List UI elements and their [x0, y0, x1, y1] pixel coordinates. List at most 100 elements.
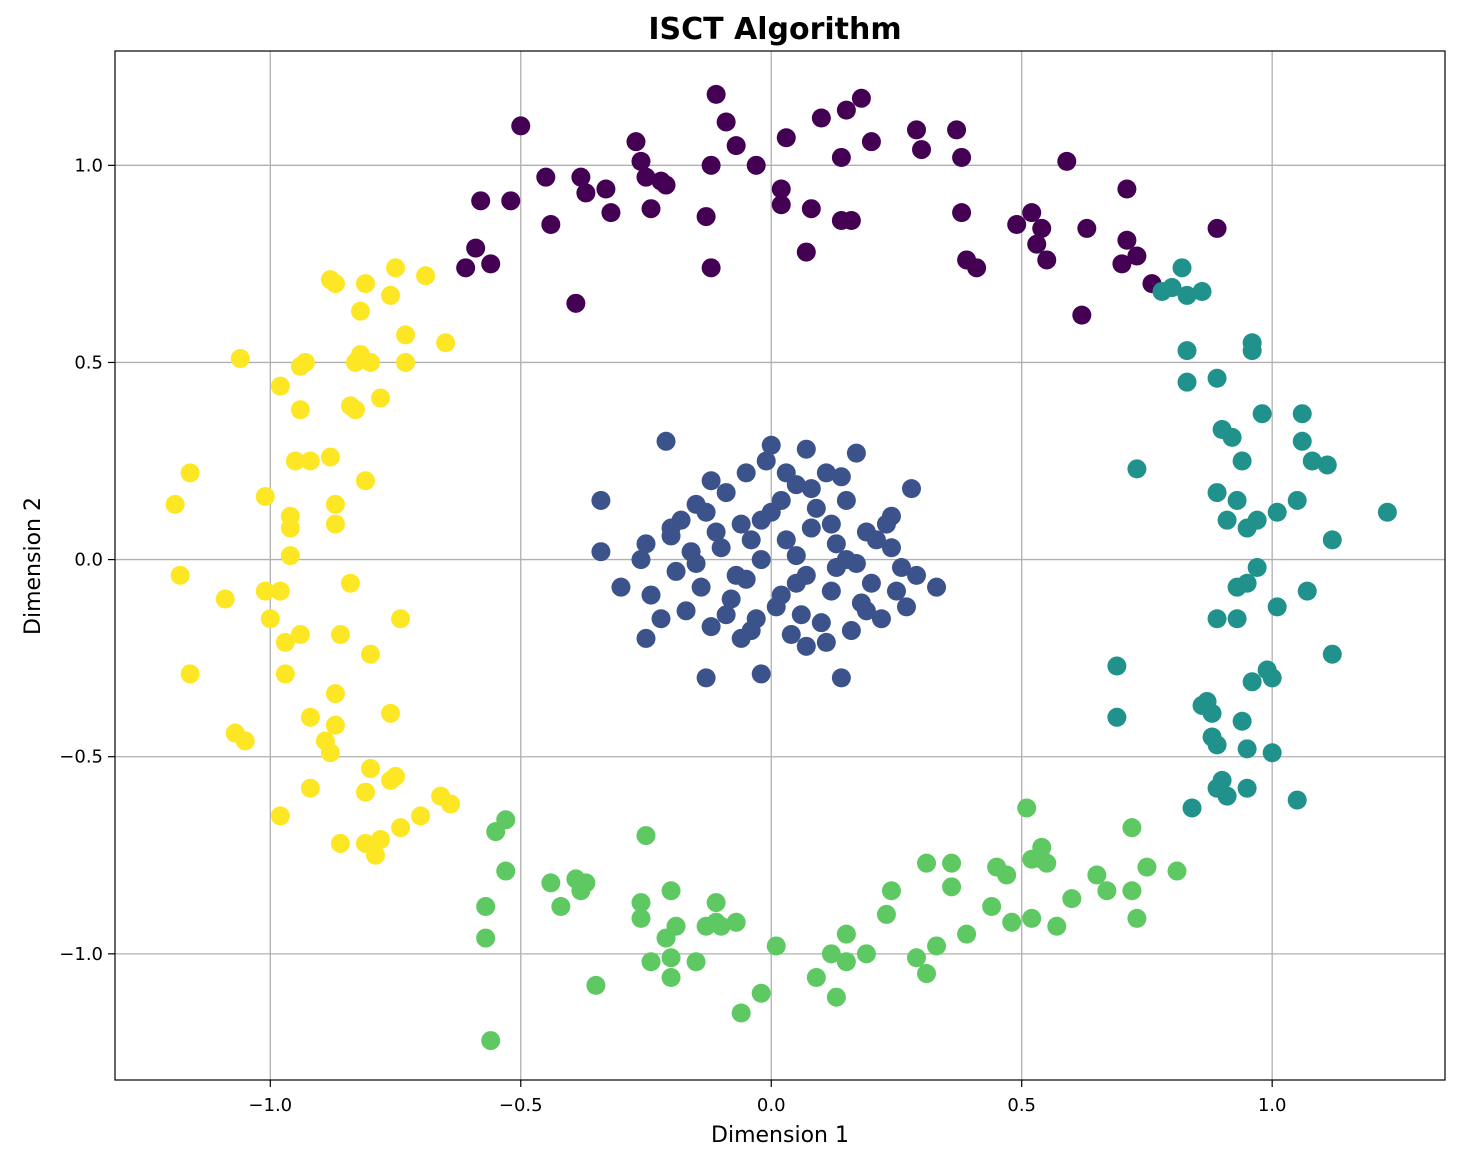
data-point: [1217, 510, 1237, 530]
x-tick-label: 0.0: [757, 1095, 786, 1116]
data-point: [325, 494, 345, 514]
data-point: [1267, 502, 1287, 522]
data-point: [666, 561, 686, 581]
data-point: [731, 1003, 751, 1023]
data-point: [1127, 246, 1147, 266]
data-point: [355, 274, 375, 294]
data-point: [365, 845, 385, 865]
data-point: [320, 743, 340, 763]
data-point: [771, 490, 791, 510]
data-point: [381, 703, 401, 723]
data-point: [656, 175, 676, 195]
data-point: [801, 199, 821, 219]
data-point: [481, 1031, 501, 1051]
data-point: [1122, 818, 1142, 838]
data-point: [1097, 881, 1117, 901]
data-point: [751, 550, 771, 570]
data-point: [1072, 305, 1092, 325]
data-point: [501, 191, 521, 211]
data-point: [1242, 672, 1262, 692]
data-point: [270, 581, 290, 601]
data-point: [861, 132, 881, 152]
data-point: [756, 451, 776, 471]
data-point: [806, 967, 826, 987]
data-point: [345, 400, 365, 420]
data-point: [576, 183, 596, 203]
data-point: [651, 609, 671, 629]
data-point: [1232, 711, 1252, 731]
data-point: [360, 644, 380, 664]
data-point: [791, 605, 811, 625]
data-point: [290, 624, 310, 644]
data-point: [300, 707, 320, 727]
series-4: [165, 258, 461, 865]
data-point: [942, 877, 962, 897]
data-point: [821, 944, 841, 964]
data-point: [726, 565, 746, 585]
series-3: [476, 798, 1187, 1051]
data-point: [260, 609, 280, 629]
data-point: [180, 664, 200, 684]
data-point: [355, 782, 375, 802]
data-point: [476, 928, 496, 948]
data-point: [716, 483, 736, 503]
data-point: [907, 565, 927, 585]
data-point: [496, 810, 516, 830]
data-point: [716, 605, 736, 625]
data-point: [656, 431, 676, 451]
data-point: [917, 964, 937, 984]
data-point: [1137, 857, 1157, 877]
data-point: [766, 936, 786, 956]
data-point: [576, 873, 596, 893]
data-point: [947, 120, 967, 140]
data-point: [661, 881, 681, 901]
data-point: [771, 195, 791, 215]
y-tick-label: 1.0: [74, 155, 103, 176]
data-point: [471, 191, 491, 211]
data-point: [1007, 214, 1027, 234]
data-point: [381, 285, 401, 305]
data-point: [1062, 889, 1082, 909]
data-point: [1207, 218, 1227, 238]
data-point: [541, 873, 561, 893]
data-point: [741, 530, 761, 550]
data-point: [330, 624, 350, 644]
data-point: [325, 715, 345, 735]
data-point: [1222, 427, 1242, 447]
y-tick-label: −1.0: [59, 944, 103, 965]
data-point: [1022, 203, 1042, 223]
data-point: [1107, 707, 1127, 727]
data-point: [511, 116, 531, 136]
data-point: [571, 167, 591, 187]
data-point: [411, 806, 431, 826]
data-point: [180, 463, 200, 483]
data-point: [300, 451, 320, 471]
data-point: [636, 628, 656, 648]
data-point: [856, 601, 876, 621]
data-point: [691, 577, 711, 597]
data-point: [796, 636, 816, 656]
data-point: [215, 589, 235, 609]
data-point: [917, 853, 937, 873]
data-point: [1192, 281, 1212, 301]
data-point: [982, 897, 1002, 917]
data-point: [841, 621, 861, 641]
data-point: [701, 258, 721, 278]
series-1: [591, 431, 947, 688]
data-point: [736, 463, 756, 483]
data-point: [761, 435, 781, 455]
data-point: [1377, 502, 1397, 522]
data-point: [706, 893, 726, 913]
x-tick-label: −1.0: [248, 1095, 292, 1116]
data-point: [826, 987, 846, 1007]
data-point: [280, 518, 300, 538]
data-point: [270, 376, 290, 396]
data-point: [1267, 597, 1287, 617]
data-point: [1212, 770, 1232, 790]
data-point: [1037, 853, 1057, 873]
data-point: [751, 664, 771, 684]
data-point: [876, 514, 896, 534]
data-point: [586, 975, 606, 995]
data-point: [275, 664, 295, 684]
data-point: [866, 530, 886, 550]
